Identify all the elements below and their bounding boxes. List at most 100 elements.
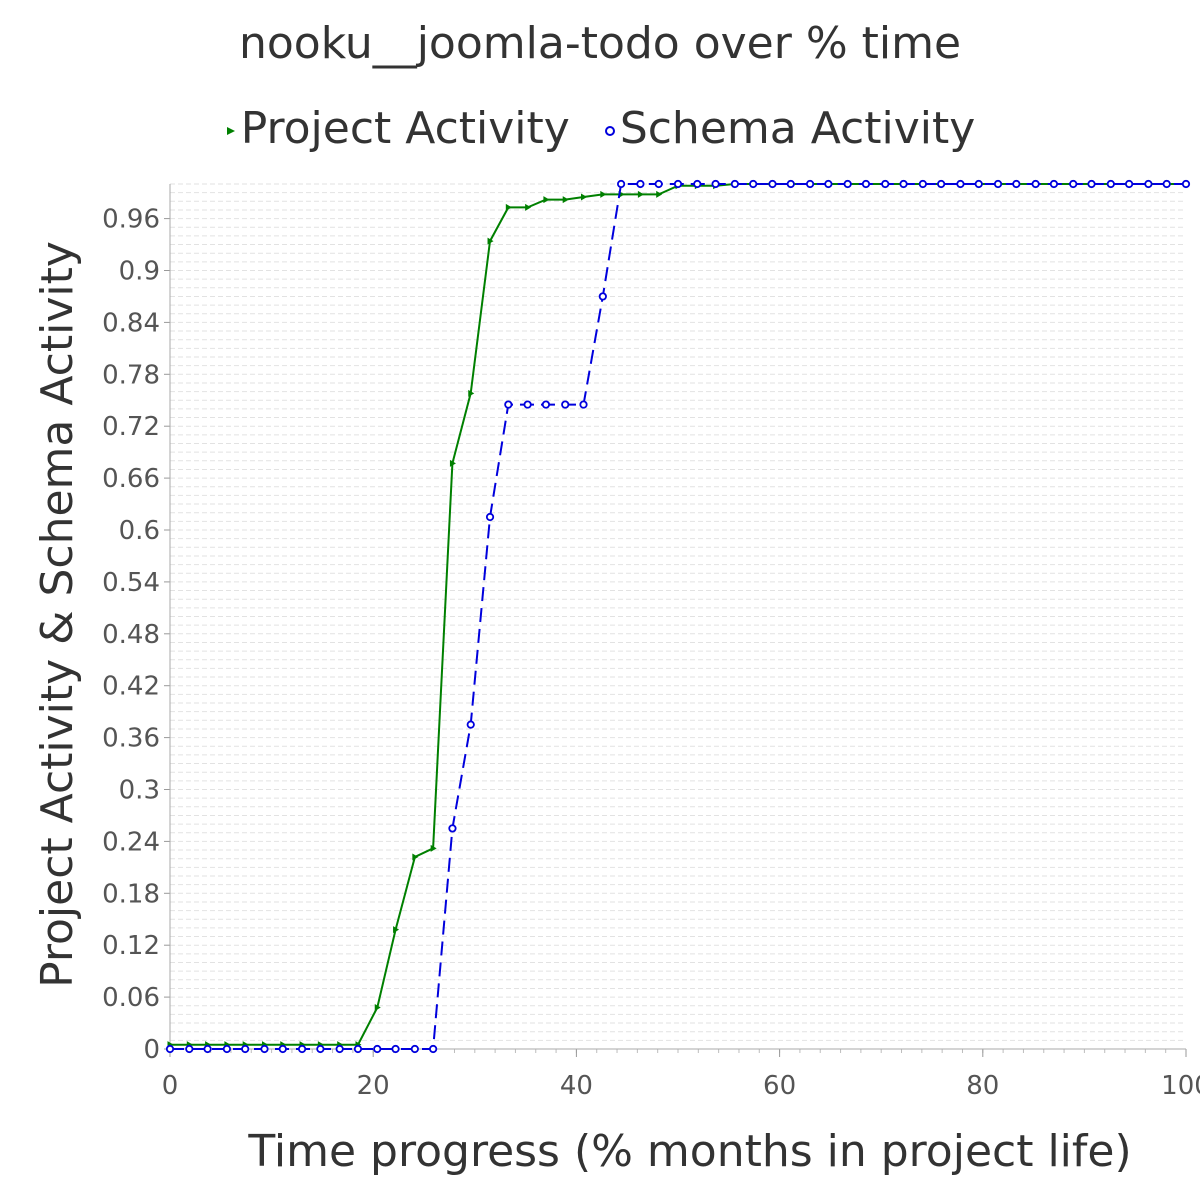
x-axis-title: Time progress (% months in project life) <box>247 1126 1131 1177</box>
data-point-schema-activity <box>654 179 663 189</box>
data-point-schema-activity <box>541 400 551 409</box>
x-tick-label: 60 <box>763 1071 796 1101</box>
data-point-schema-activity <box>410 1044 419 1054</box>
data-point-schema-activity <box>993 179 1003 189</box>
legend-label-project-activity: Project Activity <box>240 103 570 154</box>
data-point-schema-activity <box>353 1044 363 1054</box>
x-tick-label: 80 <box>966 1071 999 1101</box>
data-point-project-activity <box>412 853 419 861</box>
data-point-schema-activity <box>636 179 645 189</box>
data-point-schema-activity <box>1144 179 1153 189</box>
data-point-schema-activity <box>485 512 495 522</box>
data-point-project-activity <box>581 193 588 201</box>
legend-triangle-marker-icon <box>226 127 235 135</box>
data-point-schema-activity <box>335 1044 344 1054</box>
legend-item-schema-activity: Schema Activity <box>604 103 975 154</box>
x-tick-label: 0 <box>162 1071 179 1101</box>
data-point-schema-activity <box>391 1044 400 1054</box>
data-point-schema-activity <box>1012 179 1021 189</box>
y-tick-label: 0.66 <box>102 464 160 494</box>
x-tick-label: 100 <box>1161 1071 1200 1101</box>
y-tick-label: 0.96 <box>102 205 160 235</box>
data-point-schema-activity <box>1106 179 1115 189</box>
data-point-schema-activity <box>974 179 983 189</box>
data-point-schema-activity <box>1162 179 1171 189</box>
data-point-schema-activity <box>523 400 532 409</box>
y-tick-label: 0.72 <box>102 412 160 442</box>
y-tick-label: 0.3 <box>119 776 160 806</box>
data-point-schema-activity <box>466 720 475 729</box>
data-point-schema-activity <box>617 179 626 189</box>
x-tick-label: 40 <box>560 1071 593 1101</box>
data-point-project-activity <box>637 190 644 198</box>
data-point-project-activity <box>505 203 512 211</box>
chart-title: nooku__joomla-todo over % time <box>238 18 962 69</box>
data-point-schema-activity <box>881 179 890 189</box>
data-point-schema-activity <box>1031 179 1040 189</box>
legend-item-project-activity: Project Activity <box>225 103 570 154</box>
data-point-project-activity <box>525 203 532 211</box>
grid <box>170 183 1186 1050</box>
y-axis-title: Project Activity & Schema Activity <box>32 241 83 988</box>
data-point-schema-activity <box>843 179 852 189</box>
data-point-schema-activity <box>1125 179 1134 189</box>
y-tick-label: 0.42 <box>102 672 160 702</box>
y-tick-label: 0.48 <box>102 620 160 650</box>
data-point-schema-activity <box>730 179 739 189</box>
axes: 0 20 40 60 80 100 0 0.06 0.12 0.18 0.24 0.3 0.36 0.42… <box>102 184 1200 1101</box>
data-point-schema-activity <box>918 179 927 189</box>
data-point-schema-activity <box>561 400 570 409</box>
data-point-schema-activity <box>448 824 457 833</box>
data-point-schema-activity <box>693 179 702 189</box>
data-point-project-activity <box>374 1003 381 1011</box>
data-point-project-activity <box>449 459 456 467</box>
x-tick-label: 20 <box>357 1071 390 1101</box>
data-point-schema-activity <box>165 1044 175 1054</box>
series <box>165 179 1191 1054</box>
data-point-project-activity <box>468 389 475 397</box>
data-point-schema-activity <box>956 179 965 189</box>
data-point-schema-activity <box>222 1044 231 1054</box>
data-point-project-activity <box>562 196 569 204</box>
data-point-schema-activity <box>1069 179 1078 189</box>
y-tick-label: 0.78 <box>102 360 160 390</box>
y-tick-label: 0.36 <box>102 724 160 754</box>
legend-circle-marker-icon <box>604 126 615 136</box>
data-point-schema-activity <box>824 179 833 189</box>
data-point-schema-activity <box>241 1044 250 1054</box>
data-point-schema-activity <box>786 179 795 189</box>
data-point-schema-activity <box>297 1044 307 1054</box>
data-point-project-activity <box>393 926 400 934</box>
data-point-schema-activity <box>861 179 871 189</box>
data-point-schema-activity <box>1181 179 1191 189</box>
y-tick-label: 0.9 <box>119 257 160 287</box>
data-point-schema-activity <box>749 179 758 189</box>
y-tick-label: 0 <box>143 1035 160 1065</box>
data-point-schema-activity <box>203 1044 212 1054</box>
data-point-schema-activity <box>504 400 513 409</box>
data-point-schema-activity <box>185 1044 194 1054</box>
data-point-schema-activity <box>899 179 908 189</box>
data-point-schema-activity <box>278 1044 287 1054</box>
data-point-schema-activity <box>1049 179 1059 189</box>
data-point-project-activity <box>543 196 550 204</box>
data-point-schema-activity <box>673 179 683 189</box>
data-point-schema-activity <box>937 179 946 189</box>
data-point-schema-activity <box>711 179 720 189</box>
data-point-schema-activity <box>1087 179 1096 189</box>
data-point-project-activity <box>487 237 494 245</box>
data-point-schema-activity <box>316 1044 325 1054</box>
chart-legend: Project Activity Schema Activity <box>0 103 1200 154</box>
data-point-schema-activity <box>768 179 777 189</box>
y-tick-label: 0.54 <box>102 568 160 598</box>
y-tick-label: 0.06 <box>102 983 160 1013</box>
y-tick-label: 0.6 <box>119 516 160 546</box>
data-point-schema-activity <box>373 1044 382 1054</box>
data-point-schema-activity <box>579 400 588 409</box>
data-point-schema-activity <box>805 179 815 189</box>
y-tick-label: 0.84 <box>102 308 160 338</box>
data-point-schema-activity <box>429 1044 438 1054</box>
y-tick-label: 0.18 <box>102 879 160 909</box>
y-tick-label: 0.12 <box>102 931 160 961</box>
